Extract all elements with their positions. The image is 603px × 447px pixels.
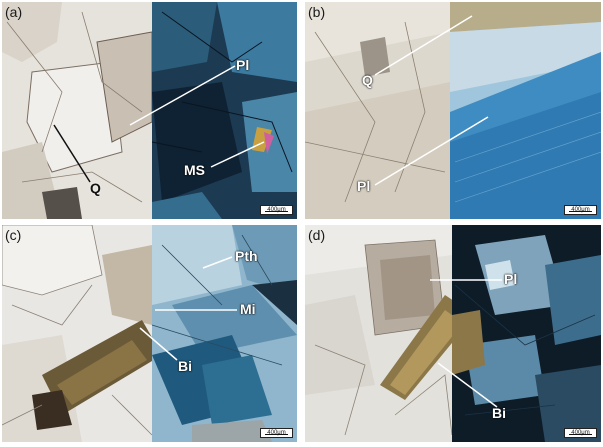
mineral-label-pl: Pl	[236, 57, 250, 73]
panel-c-label: (c)	[5, 227, 22, 243]
mineral-label-pl: Pl	[357, 178, 371, 194]
mineral-label-ms: MS	[184, 162, 205, 178]
panel-d: (d) Pl Bi 400μm	[305, 225, 601, 442]
panel-c: (c) Pth Mi Bi 400μm	[2, 225, 297, 442]
mineral-label-bi: Bi	[178, 358, 192, 374]
panel-d-label: (d)	[308, 227, 326, 243]
scale-bar: 400μm	[564, 205, 597, 215]
scale-bar: 400μm	[564, 428, 597, 438]
scale-bar-label: 400μm	[571, 207, 590, 213]
scale-bar: 400μm	[260, 205, 293, 215]
panel-b-label: (b)	[308, 4, 326, 20]
panel-a-label: (a)	[5, 4, 23, 20]
mineral-label-q: Q	[90, 180, 101, 196]
panel-b-pointers	[374, 15, 489, 186]
scale-bar-label: 400μm	[571, 430, 590, 436]
mineral-label-bi: Bi	[492, 405, 506, 421]
panel-a-micrograph	[2, 2, 297, 219]
mineral-label-mi: Mi	[240, 301, 256, 317]
panel-d-pointers	[430, 279, 502, 408]
panel-a-pointers	[53, 65, 265, 183]
mineral-label-q: Q	[362, 72, 373, 88]
panel-c-pointers	[139, 256, 237, 361]
mineral-label-pth: Pth	[235, 248, 258, 264]
scale-bar-label: 400μm	[267, 207, 286, 213]
mineral-label-pl: Pl	[504, 271, 518, 287]
panel-a: (a) Pl MS Q 400μm	[2, 2, 297, 219]
scale-bar: 400μm	[260, 428, 293, 438]
scale-bar-label: 400μm	[267, 430, 286, 436]
panel-b: (b) Q Pl 400μm	[305, 2, 601, 219]
panel-c-micrograph	[2, 225, 297, 442]
panel-b-micrograph	[305, 2, 601, 219]
panel-d-micrograph	[305, 225, 601, 442]
